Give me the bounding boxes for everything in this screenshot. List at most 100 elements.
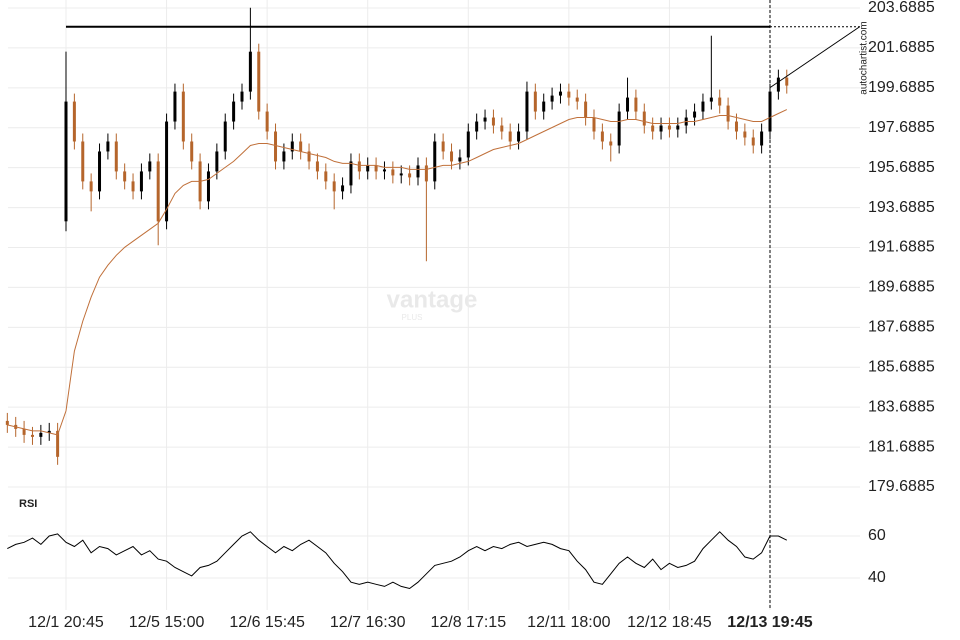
candle-body (592, 117, 596, 132)
candle-body (391, 169, 395, 176)
candle-body (575, 97, 579, 102)
candle-body (450, 151, 454, 162)
candle-body (617, 111, 621, 146)
watermark-text: vantage (387, 286, 478, 313)
candle-body (584, 101, 588, 118)
candle-body (458, 157, 462, 162)
candle-body (290, 141, 294, 152)
candle-body (39, 432, 43, 437)
x-tick-label: 12/6 15:45 (229, 614, 305, 631)
candle-body (257, 51, 261, 112)
candle-body (626, 97, 630, 112)
y-tick-label: 185.6885 (868, 358, 935, 375)
candle-body (341, 185, 345, 192)
y-tick-label: 179.6885 (868, 478, 935, 495)
candle-body (424, 165, 428, 182)
x-tick-label: 12/13 19:45 (727, 614, 813, 631)
candle-body (232, 101, 236, 122)
candle-body (240, 91, 244, 102)
candle-body (64, 101, 68, 222)
y-tick-label: 203.6885 (868, 0, 935, 16)
x-tick-label: 12/12 18:45 (627, 614, 712, 631)
candle-body (542, 101, 546, 112)
y-tick-label: 191.6885 (868, 239, 935, 256)
candle-body (491, 117, 495, 126)
candle-body (131, 181, 135, 192)
y-tick-label: 193.6885 (868, 199, 935, 216)
candle-body (72, 101, 76, 142)
rsi-tick-label: 60 (868, 527, 886, 544)
candle-body (282, 151, 286, 162)
candle-body (382, 169, 386, 172)
candle-body (475, 121, 479, 132)
candle-body (349, 161, 353, 186)
x-tick-label: 12/1 20:45 (28, 614, 104, 631)
candle-body (89, 181, 93, 192)
candle-body (785, 77, 789, 86)
rsi-line (7, 531, 788, 590)
rsi-tick-label: 40 (868, 569, 886, 586)
candle-body (517, 131, 521, 142)
candle-body (156, 161, 160, 222)
candle-body (441, 141, 445, 152)
candle-body (408, 173, 412, 178)
y-tick-label: 189.6885 (868, 279, 935, 296)
candle-body (734, 121, 738, 132)
candle-body (106, 141, 110, 152)
candle-body (525, 91, 529, 132)
candle-body (399, 173, 403, 176)
candle-body (726, 105, 730, 122)
candle-body (248, 51, 252, 92)
y-tick-label: 195.6885 (868, 159, 935, 176)
candle-body (324, 171, 328, 182)
candle-body (22, 428, 26, 435)
trend-line (769, 26, 860, 89)
candle-body (693, 111, 697, 118)
candle-body (751, 137, 755, 146)
x-tick-label: 12/7 16:30 (330, 614, 406, 631)
candle-body (609, 141, 613, 146)
candle-body (642, 111, 646, 126)
candle-body (299, 141, 303, 152)
candle-body (165, 121, 169, 222)
x-tick-label: 12/11 18:00 (527, 614, 610, 631)
candle-body (709, 97, 713, 102)
source-label: autochartist.com (859, 21, 870, 94)
candle-body (307, 151, 311, 162)
candle-body (190, 141, 194, 162)
candle-body (760, 131, 764, 146)
candle-body (181, 91, 185, 142)
candle-body (114, 141, 118, 172)
candle-body (718, 97, 722, 106)
candle-body (659, 125, 663, 132)
candle-body (483, 117, 487, 122)
candle-body (600, 131, 604, 142)
y-tick-label: 187.6885 (868, 319, 935, 336)
candle-body (265, 111, 269, 132)
rsi-title: RSI (19, 498, 37, 510)
candle-body (508, 131, 512, 142)
candle-body (466, 131, 470, 158)
candle-body (315, 161, 319, 172)
candle-body (332, 181, 336, 192)
y-tick-label: 183.6885 (868, 398, 935, 415)
candle-body (357, 161, 361, 172)
candle-body (651, 125, 655, 132)
y-tick-label: 181.6885 (868, 438, 935, 455)
candle-body (215, 151, 219, 172)
candle-body (374, 165, 378, 172)
candle-body (567, 91, 571, 98)
candle-body (223, 121, 227, 152)
candle-body (366, 165, 370, 172)
candle-body (558, 91, 562, 96)
candle-body (98, 151, 102, 192)
candle-body (81, 141, 85, 182)
candle-body (500, 125, 504, 132)
candle-body (701, 101, 705, 112)
y-tick-label: 199.6885 (868, 79, 935, 96)
x-tick-label: 12/5 15:00 (129, 614, 205, 631)
candle-body (5, 420, 9, 425)
candle-body (776, 77, 780, 92)
